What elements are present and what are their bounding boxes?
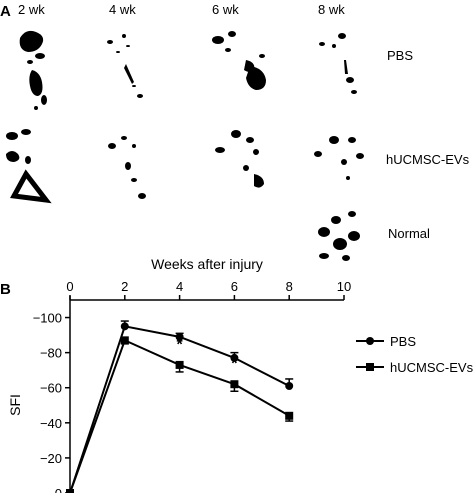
row-label-hucmsc-evs: hUCMSC-EVs (386, 152, 470, 167)
timepoint-label-2wk: 2 wk (18, 2, 45, 17)
panel-a: A 2 wk 4 wk 6 wk 8 wk PBS hUCMSC-EVs Nor… (0, 2, 470, 261)
chart-axes: 0 2 4 6 8 10 0 −20 −40 −60 −80 −100 (33, 279, 351, 493)
x-tick-label: 0 (66, 279, 73, 294)
significance-star: * (286, 382, 293, 399)
legend-marker-circle (366, 337, 374, 345)
footprint-pbs-2wk (19, 30, 47, 110)
y-tick-label: −100 (33, 311, 62, 326)
x-tick-label: 6 (231, 279, 238, 294)
x-axis-label: Weeks after injury (151, 256, 263, 272)
error-bars (120, 320, 294, 422)
data-point-circle (230, 353, 239, 362)
data-point-square (175, 360, 184, 369)
legend-label: hUCMSC-EVs (390, 360, 474, 375)
legend-marker-square (366, 363, 374, 371)
footprint-pbs-4wk (107, 34, 143, 98)
legend: PBS hUCMSC-EVs (356, 334, 474, 375)
data-point-circle (120, 322, 129, 331)
data-point-circle (285, 381, 294, 390)
y-tick-label: −40 (40, 416, 62, 431)
x-tick-label: 4 (176, 279, 183, 294)
y-tick-label: −60 (40, 381, 62, 396)
timepoint-label-4wk: 4 wk (109, 2, 136, 17)
row-label-normal: Normal (388, 226, 430, 241)
data-point-square (66, 489, 74, 493)
timepoint-label-6wk: 6 wk (212, 2, 239, 17)
panel-a-label: A (0, 3, 11, 20)
data-point-square (285, 411, 294, 420)
row-label-pbs: PBS (387, 48, 413, 63)
footprint-hucmsc-evs-2wk (6, 129, 52, 204)
x-tick-label: 10 (337, 279, 351, 294)
footprint-hucmsc-evs-6wk (215, 130, 264, 188)
panel-b: B Weeks after injury SFI 0 2 4 6 8 10 0 −20 −40 −… (0, 256, 474, 493)
footprint-normal (318, 211, 360, 261)
significance-annotations: * * * (176, 336, 293, 399)
significance-star: * (176, 336, 183, 353)
x-tick-label: 2 (121, 279, 128, 294)
series-markers (66, 322, 294, 493)
footprint-pbs-6wk (212, 31, 266, 90)
footprint-pbs-8wk (319, 33, 357, 94)
panel-b-label: B (0, 281, 11, 298)
data-point-square (120, 336, 129, 345)
significance-star: * (231, 356, 238, 373)
y-axis-label: SFI (7, 394, 23, 416)
footprint-hucmsc-evs-8wk (314, 136, 364, 180)
x-tick-label: 8 (286, 279, 293, 294)
data-point-square (230, 380, 239, 389)
timepoint-label-8wk: 8 wk (318, 2, 345, 17)
y-tick-label: −80 (40, 346, 62, 361)
y-tick-label: 0 (55, 486, 62, 493)
footprint-hucmsc-evs-4wk (108, 136, 146, 199)
y-tick-label: −20 (40, 451, 62, 466)
legend-label: PBS (390, 334, 416, 349)
data-point-circle (175, 332, 184, 341)
